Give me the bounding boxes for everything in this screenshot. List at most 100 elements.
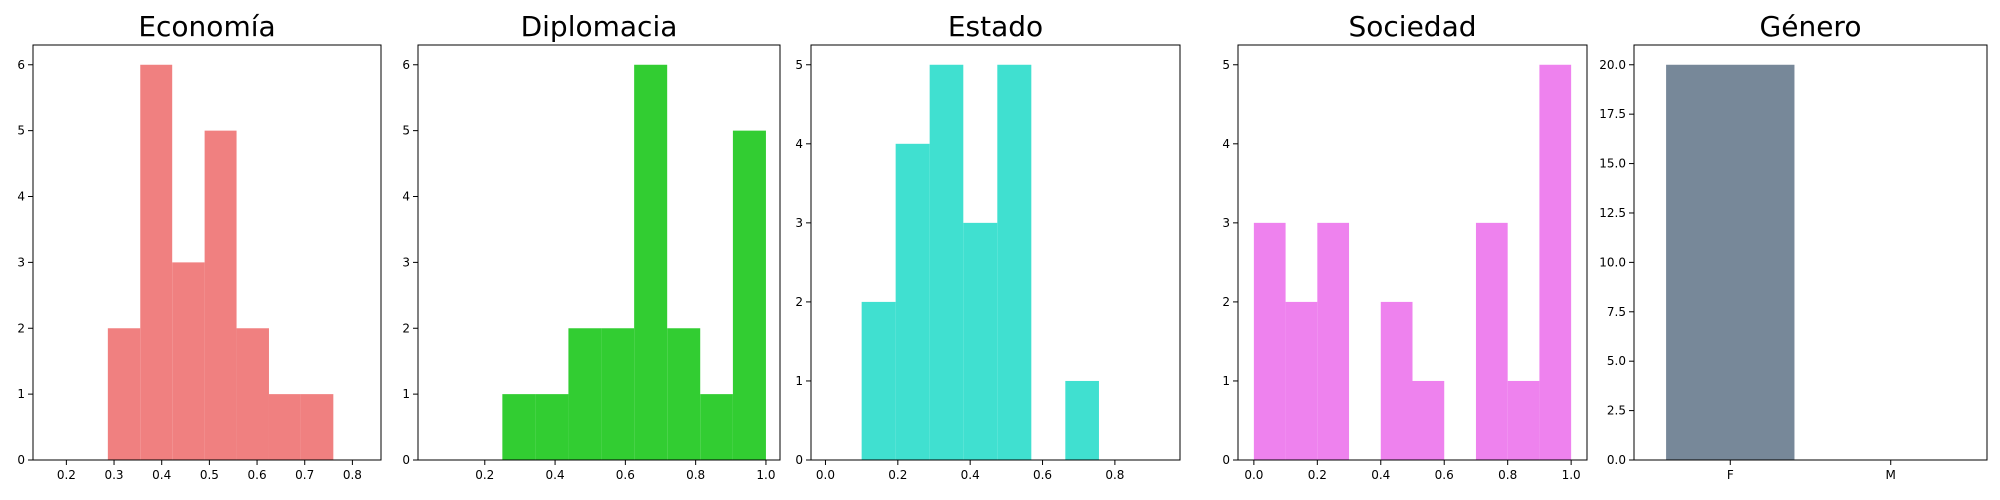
histogram-bar — [895, 143, 930, 461]
y-tick-label: 2 — [795, 295, 803, 309]
histogram-bar — [861, 301, 896, 460]
y-tick-label: 15.0 — [1599, 157, 1626, 171]
histogram-bar — [1412, 380, 1445, 460]
histogram-bar — [107, 328, 141, 460]
x-tick-label: 0.8 — [1105, 468, 1124, 482]
histogram-bar — [1317, 222, 1350, 460]
x-tick-label: 0.0 — [1244, 468, 1263, 482]
x-tick-label: 0.2 — [57, 468, 76, 482]
y-tick-label: 3 — [1222, 216, 1230, 230]
chart-title: Sociedad — [1348, 10, 1476, 43]
chart-panel-3: 0 1 2 3 4 5 0.0 0.2 0.4 0.6 0.8 Estado — [795, 10, 1181, 482]
axes-frame — [1633, 44, 1988, 461]
histogram-bar — [502, 394, 536, 460]
chart-title: Diplomacia — [521, 10, 678, 43]
chart-title: Economía — [138, 10, 275, 43]
histogram-bar — [732, 130, 766, 460]
x-tick-label: 0.4 — [961, 468, 980, 482]
histogram-bar — [997, 64, 1032, 460]
histogram-bar — [1507, 380, 1540, 460]
histogram-bar — [1475, 222, 1508, 460]
y-tick-label: 0 — [1222, 453, 1230, 467]
histogram-bar — [300, 394, 334, 460]
chart-panel-4: 0 1 2 3 4 5 0.0 0.2 0.4 0.6 0.8 1.0 Sociedad — [1222, 10, 1588, 482]
bar-F — [1666, 64, 1795, 460]
histogram-bar — [929, 64, 964, 460]
axes-frame — [1237, 44, 1588, 461]
y-tick-label: 2.5 — [1607, 404, 1626, 418]
x-tick-label: 0.4 — [1371, 468, 1390, 482]
y-tick-label: 3 — [402, 255, 410, 269]
x-tick-label: 0.8 — [1498, 468, 1517, 482]
axes-frame — [810, 44, 1181, 461]
chart-panel-1: 0 1 2 3 4 5 6 0.2 0.3 0.4 0.5 0.6 0.7 0.8 Economía — [17, 10, 382, 482]
x-tick-label: 0.6 — [616, 468, 635, 482]
y-tick-label: 6 — [17, 58, 25, 72]
y-tick-label: 10.0 — [1599, 255, 1626, 269]
x-tick-label: 0.4 — [546, 468, 565, 482]
y-tick-label: 3 — [17, 255, 25, 269]
x-tick-label: 0.8 — [686, 468, 705, 482]
y-tick-label: 0 — [795, 453, 803, 467]
y-tick-label: 0 — [402, 453, 410, 467]
histogram-bar — [268, 394, 301, 460]
y-tick-label: 4 — [1222, 137, 1230, 151]
histogram-bar — [1285, 301, 1318, 460]
x-tick-label: F — [1727, 468, 1734, 482]
x-tick-label: 0.2 — [1308, 468, 1327, 482]
histogram-bar — [568, 328, 602, 460]
y-tick-label: 1 — [17, 387, 25, 401]
y-tick-label: 4 — [17, 190, 25, 204]
histogram-bar — [667, 328, 701, 460]
y-tick-label: 2 — [17, 321, 25, 335]
histogram-bar — [1539, 64, 1572, 460]
x-tick-label: M — [1886, 468, 1896, 482]
x-tick-label: 0.4 — [152, 468, 171, 482]
x-tick-label: 0.2 — [888, 468, 907, 482]
histogram-bar — [204, 130, 237, 460]
chart-title: Género — [1760, 10, 1862, 43]
histogram-bar — [140, 64, 173, 460]
x-tick-label: 0.7 — [295, 468, 314, 482]
y-tick-label: 2 — [402, 321, 410, 335]
axes-frame — [417, 44, 781, 461]
histogram-bar — [700, 394, 733, 460]
histogram-bar — [1253, 222, 1286, 460]
y-tick-label: 4 — [795, 137, 803, 151]
y-tick-label: 5 — [402, 124, 410, 138]
y-tick-label: 6 — [402, 58, 410, 72]
histogram-bar — [535, 394, 569, 460]
x-tick-label: 0.6 — [1033, 468, 1052, 482]
x-tick-label: 0.6 — [248, 468, 267, 482]
y-tick-label: 20.0 — [1599, 58, 1626, 72]
x-tick-label: 0.8 — [343, 468, 362, 482]
y-tick-label: 17.5 — [1599, 107, 1626, 121]
histogram-bar — [1065, 380, 1099, 460]
histogram-bar — [1380, 301, 1413, 460]
x-tick-label: 1.0 — [1562, 468, 1581, 482]
y-tick-label: 3 — [795, 216, 803, 230]
chart-title: Estado — [948, 10, 1043, 43]
chart-panel-5: 0.0 2.5 5.0 7.5 10.0 12.5 15.0 17.5 20.0 F M Género — [1599, 10, 1988, 482]
x-tick-label: 1.0 — [756, 468, 775, 482]
y-tick-label: 5 — [17, 124, 25, 138]
y-tick-label: 5 — [1222, 58, 1230, 72]
axes-frame — [32, 44, 382, 461]
histogram-bar — [172, 262, 205, 460]
y-tick-label: 2 — [1222, 295, 1230, 309]
y-tick-label: 0.0 — [1607, 453, 1626, 467]
y-tick-label: 12.5 — [1599, 206, 1626, 220]
y-tick-label: 1 — [402, 387, 410, 401]
y-tick-label: 7.5 — [1607, 305, 1626, 319]
chart-panel-2: 0 1 2 3 4 5 6 0.2 0.4 0.6 0.8 1.0 Diplomacia — [402, 10, 781, 482]
histogram-bar — [963, 222, 998, 460]
x-tick-label: 0.3 — [104, 468, 123, 482]
x-tick-label: 0.0 — [816, 468, 835, 482]
x-tick-label: 0.5 — [200, 468, 219, 482]
y-tick-label: 0 — [17, 453, 25, 467]
histogram-bar — [634, 64, 668, 460]
histogram-bar — [236, 328, 269, 460]
y-tick-label: 5.0 — [1607, 354, 1626, 368]
x-tick-label: 0.2 — [475, 468, 494, 482]
